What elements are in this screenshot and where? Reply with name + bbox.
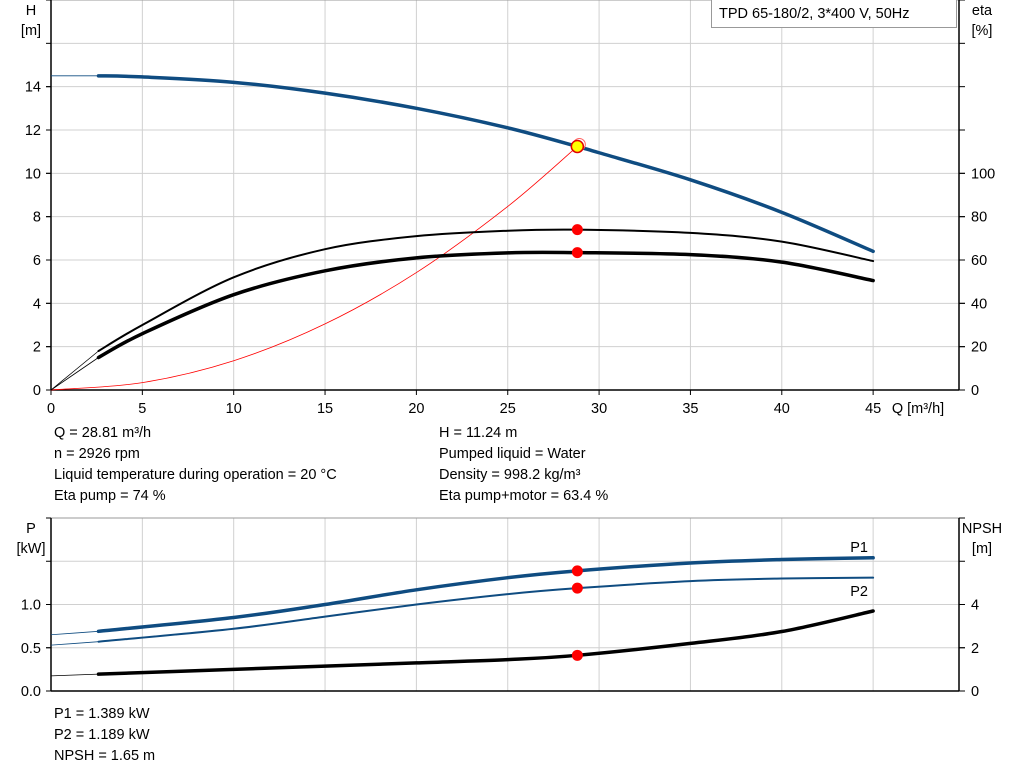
p2-operating-point-marker <box>571 582 583 594</box>
qh-system_curve-curve <box>50 146 578 391</box>
qh-left-tick-label: 4 <box>33 296 41 312</box>
info-bottom: P1 = 1.389 kW P2 = 1.189 kW NPSH = 1.65 … <box>54 704 155 767</box>
npsh-operating-point-marker <box>571 649 583 661</box>
p1-operating-point-marker <box>571 565 583 577</box>
info-left: Q = 28.81 m³/h n = 2926 rpm Liquid tempe… <box>54 423 337 507</box>
qh-right-tick-label: 80 <box>971 210 987 226</box>
info-p1: P1 = 1.389 kW <box>54 706 150 722</box>
qh-operating-point-marker <box>570 139 585 154</box>
info-eta-pump: Eta pump = 74 % <box>54 488 166 504</box>
qh-eta_pump-curve <box>97 228 875 352</box>
qh-x-tick-label: 45 <box>865 401 881 417</box>
info-density: Density = 998.2 kg/m³ <box>439 467 581 483</box>
qh-x-tick-label: 20 <box>408 401 424 417</box>
power-right-tick-label: 4 <box>971 598 979 614</box>
qh-left-tick-label: 6 <box>33 253 41 269</box>
power-right-axis-label: NPSH <box>962 521 1002 537</box>
qh-x-tick-label: 0 <box>47 401 55 417</box>
qh-x-tick-label: 40 <box>774 401 790 417</box>
info-p2: P2 = 1.189 kW <box>54 727 150 743</box>
power-left-axis-unit: [kW] <box>17 541 46 557</box>
qh-H-curve <box>96 74 875 254</box>
qh-eta_pump-extension <box>50 350 99 391</box>
info-q: Q = 28.81 m³/h <box>54 425 152 441</box>
power-NPSH-extension <box>50 673 99 677</box>
p2-series-label: P2 <box>850 584 868 600</box>
info-speed: n = 2926 rpm <box>54 446 140 462</box>
power-NPSH-curve <box>96 609 875 676</box>
qh-left-tick-label: 12 <box>25 123 41 139</box>
power-left-tick-label: 1.0 <box>21 598 41 614</box>
eta-pump-operating-point-marker <box>571 224 583 236</box>
power-left-tick-label: 0.0 <box>21 684 41 700</box>
qh-left-axis-label: H <box>26 3 36 19</box>
qh-x-tick-label: 10 <box>226 401 242 417</box>
qh-right-axis-label: eta <box>972 3 993 19</box>
power-P2-extension <box>50 641 99 646</box>
power-P1-extension <box>50 630 99 636</box>
qh-eta_pump_motor-curve <box>96 250 875 360</box>
pump-model-label: TPD 65-180/2, 3*400 V, 50Hz <box>711 0 957 28</box>
info-temperature: Liquid temperature during operation = 20… <box>54 467 337 483</box>
qh-right-tick-label: 100 <box>971 166 995 182</box>
qh-right-tick-label: 60 <box>971 253 987 269</box>
qh-left-tick-label: 0 <box>33 383 41 399</box>
info-right: H = 11.24 m Pumped liquid = Water Densit… <box>439 423 608 507</box>
qh-right-axis-unit: [%] <box>972 23 993 39</box>
info-liquid: Pumped liquid = Water <box>439 446 586 462</box>
qh-x-tick-label: 25 <box>500 401 516 417</box>
power-right-axis-unit: [m] <box>972 541 992 557</box>
qh-x-tick-label: 35 <box>682 401 698 417</box>
qh-x-axis-label: Q [m³/h] <box>892 401 944 417</box>
power-right-tick-label: 2 <box>971 641 979 657</box>
power-left-tick-label: 0.5 <box>21 641 41 657</box>
power-P1-curve <box>96 556 875 634</box>
power-left-axis-label: P <box>26 521 36 537</box>
info-npsh: NPSH = 1.65 m <box>54 748 156 764</box>
qh-x-tick-label: 15 <box>317 401 333 417</box>
qh-left-tick-label: 8 <box>33 210 41 226</box>
power-right-tick-label: 0 <box>971 684 979 700</box>
power-P2-curve <box>97 576 875 643</box>
eta-pump-motor-operating-point-marker <box>571 247 583 259</box>
qh-right-tick-label: 0 <box>971 383 979 399</box>
qh-left-axis-unit: [m] <box>21 23 41 39</box>
qh-x-tick-label: 30 <box>591 401 607 417</box>
qh-left-tick-label: 14 <box>25 80 41 96</box>
qh-left-tick-label: 2 <box>33 340 41 356</box>
qh-x-tick-label: 5 <box>138 401 146 417</box>
qh-right-tick-label: 40 <box>971 296 987 312</box>
info-h: H = 11.24 m <box>439 425 518 441</box>
p1-series-label: P1 <box>850 540 868 556</box>
qh-left-tick-label: 10 <box>25 166 41 182</box>
info-eta-pump-motor: Eta pump+motor = 63.4 % <box>439 488 609 504</box>
qh-right-tick-label: 20 <box>971 340 987 356</box>
qh-eta_pump_motor-extension <box>50 357 99 391</box>
